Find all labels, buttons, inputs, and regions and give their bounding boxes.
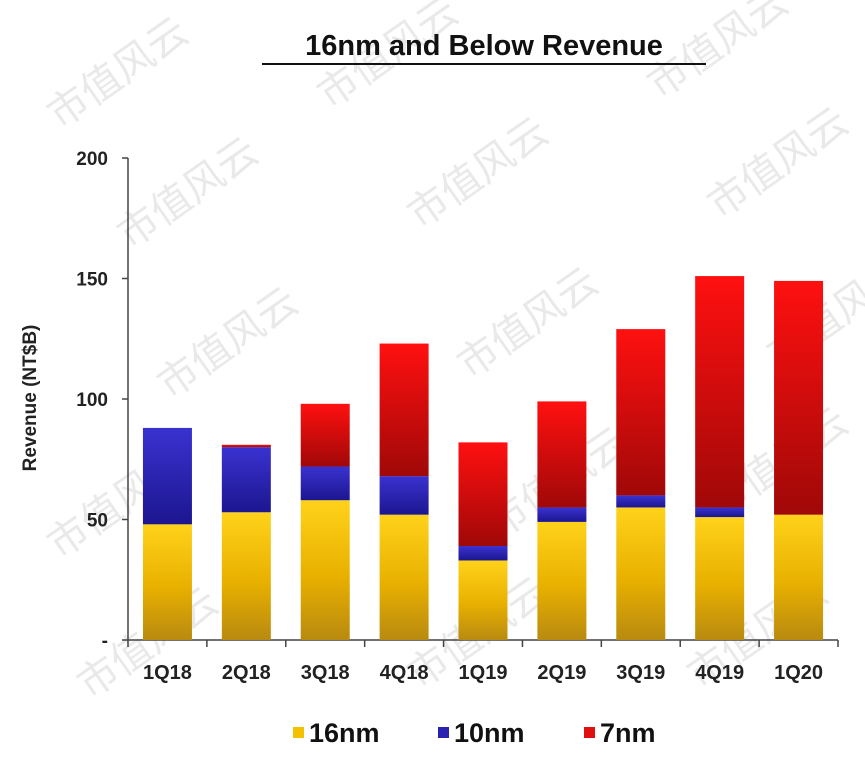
y-tick-label: - [102, 631, 108, 652]
legend-swatch-10nm [438, 727, 449, 738]
bar-segment-7nm [221, 444, 271, 448]
watermark-text: 市值风云 [109, 129, 266, 258]
bar-segment-10nm [537, 507, 587, 522]
x-tick-label: 1Q20 [774, 662, 823, 684]
bar-segment-16nm [695, 517, 745, 640]
watermark-text: 市值风云 [699, 99, 856, 228]
bar-segment-10nm [142, 427, 192, 525]
bar-segment-7nm [774, 280, 824, 515]
bar-segment-16nm [537, 521, 587, 640]
bar-segment-7nm [537, 401, 587, 508]
x-tick-label: 3Q19 [616, 662, 665, 684]
y-tick-label: 50 [87, 511, 108, 532]
bar-segment-16nm [142, 524, 192, 640]
x-tick-label: 4Q19 [695, 662, 744, 684]
legend-swatch-7nm [584, 727, 595, 738]
bar-segment-16nm [616, 507, 666, 640]
bar-segment-7nm [379, 343, 429, 477]
x-tick-label: 2Q19 [537, 662, 586, 684]
bar-segment-7nm [695, 276, 745, 508]
bar-segment-16nm [300, 500, 350, 640]
legend-label-7nm: 7nm [600, 718, 656, 748]
chart-title: 16nm and Below Revenue [305, 30, 663, 62]
x-tick-label: 1Q18 [143, 662, 192, 684]
bar-segment-10nm [458, 546, 508, 561]
y-tick-label: 100 [76, 390, 108, 411]
bar-segment-10nm [300, 466, 350, 501]
legend-swatch-16nm [293, 727, 304, 738]
legend: 16nm 10nm 7nm [293, 718, 656, 748]
x-tick-label: 3Q18 [301, 662, 350, 684]
x-tick-label: 1Q19 [459, 662, 508, 684]
y-tick-label: 200 [76, 149, 108, 170]
bar-segment-7nm [616, 329, 666, 496]
legend-label-10nm: 10nm [454, 718, 525, 748]
watermark-text: 市值风云 [149, 279, 306, 408]
bar-segment-10nm [221, 447, 271, 513]
watermark-text: 市值风云 [39, 9, 196, 138]
watermark-text: 市值风云 [449, 259, 606, 388]
legend-label-16nm: 16nm [309, 718, 380, 748]
bar-segment-16nm [379, 514, 429, 640]
bar-segment-16nm [221, 512, 271, 640]
bar-segment-16nm [458, 560, 508, 640]
y-axis: - 50 100 150 200 [76, 149, 129, 652]
bar-segment-10nm [616, 495, 666, 508]
x-tick-label: 4Q18 [380, 662, 429, 684]
bars [142, 276, 824, 640]
y-axis-label: Revenue (NT$B) [20, 325, 41, 472]
y-tick-label: 150 [76, 270, 108, 291]
watermark-text: 市值风云 [639, 0, 796, 108]
watermark-text: 市值风云 [399, 109, 556, 238]
bar-segment-16nm [774, 514, 824, 640]
bar-segment-7nm [300, 403, 350, 467]
x-tick-label: 2Q18 [222, 662, 271, 684]
bar-segment-10nm [695, 507, 745, 518]
bar-segment-7nm [458, 442, 508, 547]
bar-segment-10nm [379, 476, 429, 515]
